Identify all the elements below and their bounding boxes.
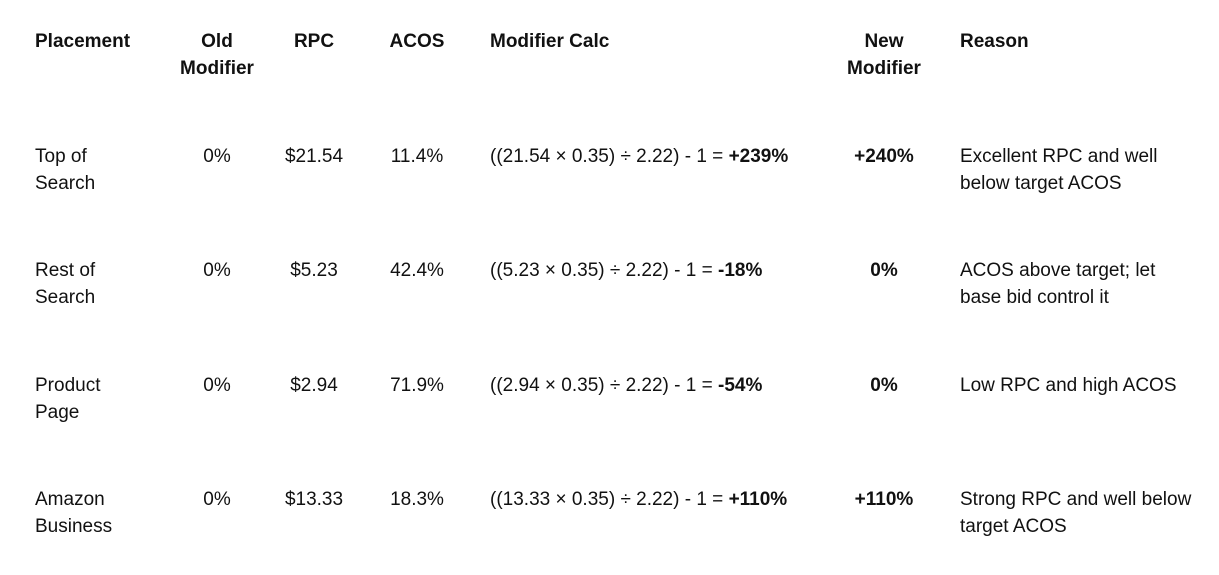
row-3-placement-line1: Product <box>35 375 101 396</box>
row-2-modifier-calc: ((5.23 × 0.35) ÷ 2.22) - 1 = -18% <box>490 258 835 285</box>
row-1-new-modifier: +240% <box>854 146 914 167</box>
row-4-modifier-calc: ((13.33 × 0.35) ÷ 2.22) - 1 = +110% <box>490 487 835 514</box>
row-4-calc-expression: ((13.33 × 0.35) ÷ 2.22) - 1 = <box>490 489 729 510</box>
header-rpc-label: RPC <box>293 31 335 52</box>
row-2-calc-result: -18% <box>718 260 763 281</box>
row-3-reason: Low RPC and high ACOS <box>960 375 1177 396</box>
row-3-calc-result: -54% <box>718 375 763 396</box>
row-3-placement-line2: Page <box>35 401 80 423</box>
header-old-modifier: Old Modifier <box>170 29 264 82</box>
row-3-calc-expression: ((2.94 × 0.35) ÷ 2.22) - 1 = <box>490 375 718 396</box>
row-2-calc-expression: ((5.23 × 0.35) ÷ 2.22) - 1 = <box>490 260 718 281</box>
header-placement: Placement <box>35 29 145 56</box>
row-4-rpc: $13.33 <box>284 489 344 510</box>
header-placement-label: Placement <box>35 31 131 52</box>
row-1-calc-expression: ((21.54 × 0.35) ÷ 2.22) - 1 = <box>490 146 729 167</box>
header-rpc: RPC <box>272 29 356 56</box>
row-3-modifier-calc: ((2.94 × 0.35) ÷ 2.22) - 1 = -54% <box>490 373 835 400</box>
row-2-old-modifier: 0% <box>203 260 231 281</box>
header-acos-label: ACOS <box>389 31 445 52</box>
row-4-calc-result: +110% <box>728 489 788 510</box>
row-3-acos: 71.9% <box>390 375 444 396</box>
header-new-modifier-line1: New <box>864 31 904 52</box>
row-1-reason: Excellent RPC and well below target ACOS <box>960 146 1158 194</box>
row-2-rpc: $5.23 <box>290 260 338 281</box>
row-2-placement-line2: Search <box>35 286 96 308</box>
row-4-acos: 18.3% <box>390 489 444 510</box>
row-4-new-modifier: +110% <box>854 489 914 510</box>
header-reason-label: Reason <box>960 31 1029 52</box>
header-acos: ACOS <box>375 29 459 56</box>
row-3-placement: Product Page <box>35 373 145 426</box>
row-1-placement-line1: Top of <box>35 146 87 167</box>
header-old-modifier-line2: Modifier <box>180 57 254 79</box>
row-1-modifier-calc: ((21.54 × 0.35) ÷ 2.22) - 1 = +239% <box>490 144 835 171</box>
row-2-new-modifier: 0% <box>870 260 898 281</box>
row-3-rpc: $2.94 <box>290 375 338 396</box>
row-1-placement: Top of Search <box>35 144 145 197</box>
header-modifier-calc: Modifier Calc <box>490 29 835 56</box>
header-new-modifier-line2: Modifier <box>847 57 921 79</box>
row-1-old-modifier: 0% <box>203 146 231 167</box>
row-4-placement: Amazon Business <box>35 487 145 540</box>
header-modifier-calc-label: Modifier Calc <box>490 31 610 52</box>
row-1-placement-line2: Search <box>35 172 96 194</box>
row-2-placement-line1: Rest of <box>35 260 96 281</box>
row-3-old-modifier: 0% <box>203 375 231 396</box>
row-1-acos: 11.4% <box>390 146 444 167</box>
row-1-rpc: $21.54 <box>284 146 344 167</box>
row-1-calc-result: +239% <box>728 146 789 167</box>
header-old-modifier-line1: Old <box>201 31 233 52</box>
row-4-reason: Strong RPC and well below target ACOS <box>960 489 1192 537</box>
row-4-placement-line1: Amazon <box>35 489 105 510</box>
row-2-reason: ACOS above target; let base bid control … <box>960 260 1156 308</box>
row-4-old-modifier: 0% <box>203 489 231 510</box>
header-new-modifier: New Modifier <box>838 29 930 82</box>
row-4-placement-line2: Business <box>35 515 113 537</box>
row-2-acos: 42.4% <box>390 260 444 281</box>
row-3-new-modifier: 0% <box>870 375 898 396</box>
header-reason: Reason <box>960 29 1200 56</box>
row-2-placement: Rest of Search <box>35 258 145 311</box>
